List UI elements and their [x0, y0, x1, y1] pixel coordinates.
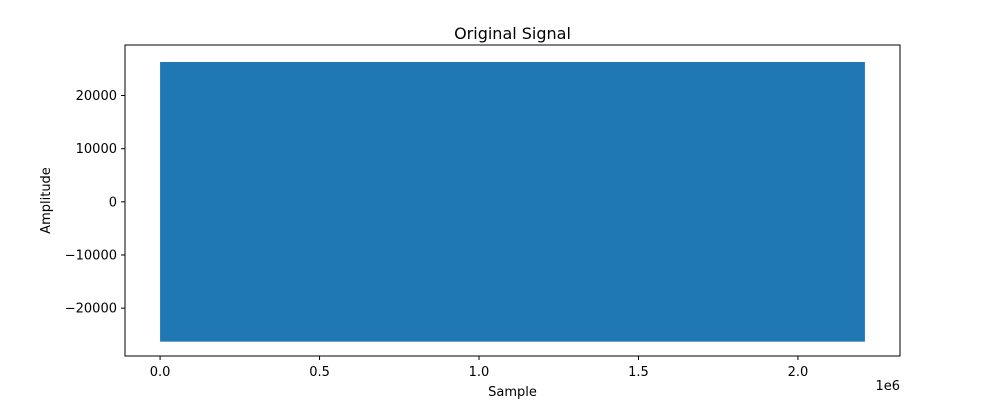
- x-tick-label: 1.0: [469, 365, 490, 380]
- y-axis-label: Amplitude: [39, 167, 54, 234]
- y-tick-label: −10000: [65, 248, 117, 263]
- x-tick-label: 1.5: [628, 365, 649, 380]
- axes-frame: [124, 44, 901, 357]
- chart-title: Original Signal: [454, 24, 571, 43]
- y-tick-label: 10000: [76, 142, 117, 157]
- y-tick-label: 0: [109, 195, 117, 210]
- x-tick-label: 2.0: [788, 365, 809, 380]
- y-tick-label: 20000: [76, 89, 117, 104]
- x-tick-label: 0.5: [309, 365, 330, 380]
- axis-ticks: 0.0 0.5 1.0 1.5 2.0 −20000 −10000 0 10000 20000: [65, 89, 809, 380]
- plot-area: [160, 62, 865, 342]
- y-tick-label: −20000: [65, 302, 117, 317]
- x-tick-label: 0.0: [150, 365, 171, 380]
- signal-series-0: [160, 62, 865, 342]
- x-axis-label: Sample: [488, 385, 537, 400]
- x-axis-offset-label: 1e6: [875, 379, 900, 394]
